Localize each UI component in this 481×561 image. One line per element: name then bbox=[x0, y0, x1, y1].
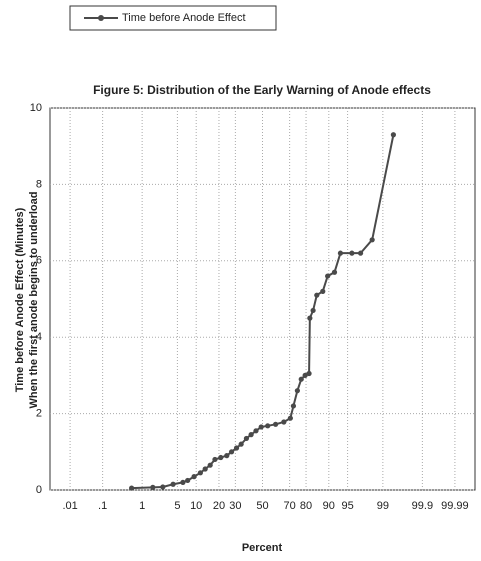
data-line bbox=[131, 134, 395, 490]
data-point bbox=[390, 132, 396, 138]
data-point bbox=[228, 449, 235, 455]
data-point bbox=[331, 269, 338, 275]
data-point bbox=[150, 484, 156, 490]
x-tick-label: 10 bbox=[190, 500, 202, 512]
legend-marker bbox=[98, 15, 104, 21]
data-point bbox=[253, 428, 259, 434]
data-point bbox=[212, 456, 218, 463]
data-point bbox=[233, 445, 240, 451]
data-point bbox=[129, 485, 135, 491]
x-tick-label: 80 bbox=[300, 500, 312, 512]
y-axis-label: When the first anode begins to underload bbox=[28, 192, 40, 409]
data-point bbox=[258, 424, 264, 430]
y-tick-label: 0 bbox=[36, 484, 42, 496]
data-point bbox=[218, 454, 224, 461]
data-point bbox=[238, 441, 244, 447]
data-point bbox=[185, 477, 191, 484]
data-point bbox=[314, 292, 320, 298]
y-tick-label: 6 bbox=[36, 255, 42, 267]
x-tick-label: 99 bbox=[377, 500, 389, 512]
data-point bbox=[302, 372, 308, 378]
x-tick-label: 5 bbox=[174, 500, 180, 512]
data-point bbox=[307, 315, 313, 321]
data-point bbox=[349, 250, 355, 256]
y-tick-label: 10 bbox=[30, 102, 42, 114]
x-tick-label: 99.99 bbox=[441, 500, 469, 512]
data-point bbox=[273, 421, 279, 427]
x-tick-label: 95 bbox=[341, 500, 353, 512]
data-point bbox=[170, 481, 176, 487]
data-point bbox=[243, 435, 250, 442]
data-point bbox=[191, 474, 197, 480]
y-tick-label: 4 bbox=[36, 331, 42, 343]
data-point bbox=[287, 415, 293, 421]
legend-label: Time before Anode Effect bbox=[122, 12, 246, 24]
data-point bbox=[357, 250, 364, 256]
data-point bbox=[290, 403, 297, 409]
data-point bbox=[281, 419, 287, 425]
x-tick-label: 99.9 bbox=[412, 500, 433, 512]
data-point bbox=[337, 250, 344, 256]
x-tick-label: 30 bbox=[229, 500, 241, 512]
x-tick-label: .1 bbox=[98, 500, 107, 512]
data-point bbox=[180, 479, 186, 485]
data-point bbox=[294, 388, 300, 394]
x-tick-label: 20 bbox=[213, 500, 225, 512]
x-axis-label: Percent bbox=[242, 542, 283, 554]
x-tick-label: 1 bbox=[139, 500, 145, 512]
data-point bbox=[207, 462, 213, 468]
data-point bbox=[197, 470, 203, 476]
data-point bbox=[202, 466, 208, 472]
chart-title: Figure 5: Distribution of the Early Warn… bbox=[93, 83, 431, 97]
data-point bbox=[248, 432, 254, 438]
data-point bbox=[298, 376, 304, 382]
x-tick-label: .01 bbox=[62, 500, 77, 512]
data-point bbox=[310, 307, 316, 314]
x-tick-label: 90 bbox=[323, 500, 335, 512]
y-axis-label: Time before Anode Effect (Minutes) bbox=[14, 207, 26, 392]
data-point bbox=[265, 423, 271, 429]
x-tick-label: 50 bbox=[256, 500, 268, 512]
y-tick-label: 2 bbox=[36, 408, 42, 420]
data-point bbox=[325, 273, 331, 279]
data-point bbox=[160, 484, 166, 490]
y-tick-label: 8 bbox=[36, 178, 42, 190]
data-point bbox=[306, 370, 312, 377]
x-tick-label: 70 bbox=[284, 500, 296, 512]
data-point bbox=[369, 237, 375, 243]
data-point bbox=[320, 288, 326, 294]
data-point bbox=[224, 453, 230, 459]
